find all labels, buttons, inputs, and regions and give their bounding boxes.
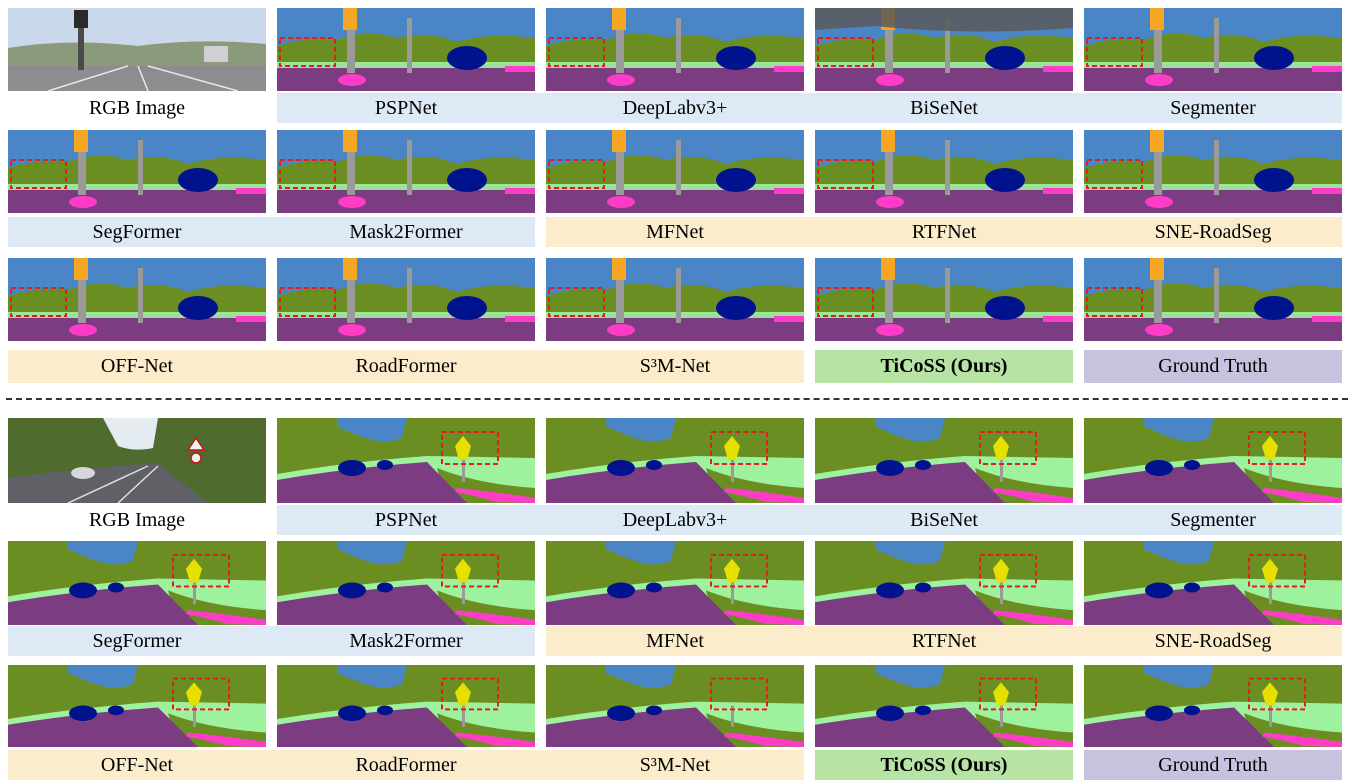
- method-label: TiCoSS (Ours): [880, 754, 1008, 776]
- segmentation-result: [8, 665, 266, 747]
- segmentation-result: [815, 665, 1073, 747]
- method-label: RGB Image: [88, 97, 186, 119]
- label-band-single-modal: [8, 626, 535, 656]
- method-label: RoadFormer: [355, 355, 457, 377]
- segmentation-result: [815, 258, 1073, 341]
- segmentation-result: [277, 665, 535, 747]
- method-label: S³M-Net: [639, 355, 711, 377]
- segmentation-result: [277, 541, 535, 625]
- segmentation-result: [1084, 665, 1342, 747]
- label-band-single-modal: [8, 217, 535, 247]
- segmentation-result: [815, 130, 1073, 213]
- method-label: BiSeNet: [910, 509, 978, 531]
- segmentation-result: [1084, 8, 1342, 91]
- segmentation-result: [8, 541, 266, 625]
- label-band-ours: [815, 750, 1073, 780]
- method-label: MFNet: [646, 630, 704, 652]
- segmentation-result: [277, 130, 535, 213]
- segmentation-result: [1084, 541, 1342, 625]
- method-label: RTFNet: [911, 630, 977, 652]
- method-label: Ground Truth: [1158, 754, 1268, 776]
- segmentation-result: [1084, 130, 1342, 213]
- segmentation-result: [546, 665, 804, 747]
- method-label: S³M-Net: [639, 754, 711, 776]
- method-label: SNE-RoadSeg: [1154, 630, 1272, 652]
- segmentation-result: [546, 418, 804, 503]
- label-band-ours: [815, 350, 1073, 383]
- label-band-single-modal: [277, 505, 1342, 535]
- label-band-multi-modal: [546, 217, 1342, 247]
- panel-separator: [6, 398, 1348, 400]
- method-label: PSPNet: [374, 509, 438, 531]
- method-label: OFF-Net: [100, 355, 174, 377]
- segmentation-result: [1084, 258, 1342, 341]
- method-label: SegFormer: [92, 221, 182, 243]
- method-label: TiCoSS (Ours): [880, 355, 1008, 377]
- segmentation-result: [815, 8, 1073, 91]
- segmentation-result: [8, 258, 266, 341]
- label-band-multi-modal: [8, 750, 804, 780]
- method-label: RGB Image: [88, 509, 186, 531]
- method-label: Mask2Former: [349, 221, 463, 243]
- label-band-ground-truth: [1084, 750, 1342, 780]
- segmentation-result: [546, 541, 804, 625]
- method-label: BiSeNet: [910, 97, 978, 119]
- method-label: SegFormer: [92, 630, 182, 652]
- method-label: RoadFormer: [355, 754, 457, 776]
- method-label: Ground Truth: [1158, 355, 1268, 377]
- segmentation-result: [546, 8, 804, 91]
- segmentation-result: [8, 130, 266, 213]
- method-label: Segmenter: [1170, 97, 1256, 119]
- label-band-single-modal: [277, 93, 1342, 123]
- method-label: OFF-Net: [100, 754, 174, 776]
- label-band-multi-modal: [8, 350, 804, 383]
- method-label: RTFNet: [911, 221, 977, 243]
- segmentation-result: [815, 541, 1073, 625]
- segmentation-result: [277, 8, 535, 91]
- segmentation-result: [815, 418, 1073, 503]
- method-label: Mask2Former: [349, 630, 463, 652]
- segmentation-result: [277, 258, 535, 341]
- rgb-image: [8, 8, 266, 91]
- method-label: PSPNet: [374, 97, 438, 119]
- method-label: DeepLabv3+: [622, 509, 728, 531]
- label-band-multi-modal: [546, 626, 1342, 656]
- segmentation-result: [546, 130, 804, 213]
- rgb-image: [8, 418, 266, 503]
- method-label: DeepLabv3+: [622, 97, 728, 119]
- method-label: SNE-RoadSeg: [1154, 221, 1272, 243]
- method-label: MFNet: [646, 221, 704, 243]
- method-label: Segmenter: [1170, 509, 1256, 531]
- label-band-ground-truth: [1084, 350, 1342, 383]
- segmentation-result: [1084, 418, 1342, 503]
- segmentation-result: [277, 418, 535, 503]
- segmentation-result: [546, 258, 804, 341]
